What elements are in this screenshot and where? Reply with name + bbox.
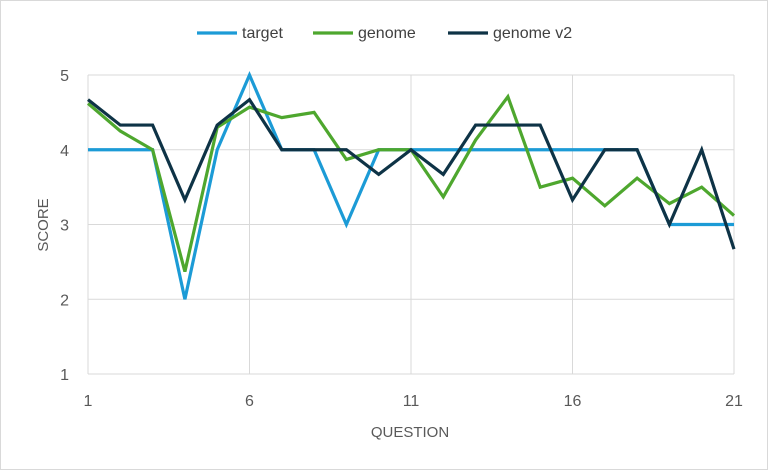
legend-label: genome <box>358 25 416 42</box>
legend-label: genome v2 <box>493 25 572 42</box>
x-axis-title: QUESTION <box>371 424 449 441</box>
x-tick-label: 11 <box>403 393 420 410</box>
y-axis-title: SCORE <box>35 198 52 251</box>
gridlines <box>88 75 734 374</box>
y-tick-label: 2 <box>60 292 69 309</box>
x-tick-label: 21 <box>725 393 743 410</box>
legend: target genome genome v2 <box>197 25 572 42</box>
y-tick-label: 1 <box>60 367 69 384</box>
x-tick-label: 16 <box>564 393 582 410</box>
x-tick-label: 6 <box>245 393 254 410</box>
y-tick-label: 4 <box>60 143 69 160</box>
y-tick-label: 5 <box>60 68 69 85</box>
y-tick-label: 3 <box>60 218 69 235</box>
legend-label: target <box>242 25 283 42</box>
x-tick-label: 1 <box>84 393 93 410</box>
